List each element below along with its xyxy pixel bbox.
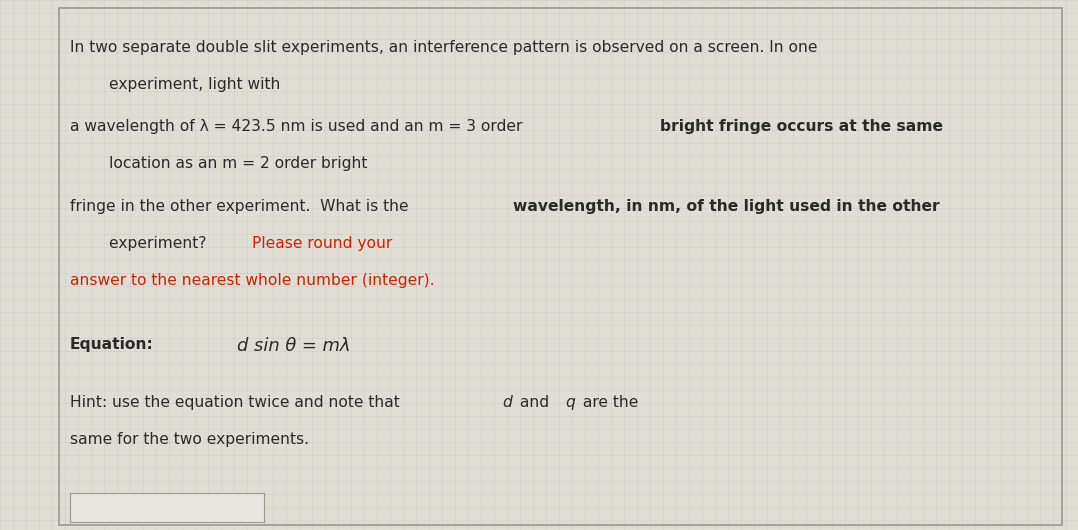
Text: experiment, light with: experiment, light with <box>70 77 280 92</box>
Text: answer to the nearest whole number (integer).: answer to the nearest whole number (inte… <box>70 273 434 288</box>
Text: wavelength, in nm, of the light used in the other: wavelength, in nm, of the light used in … <box>513 199 940 214</box>
Text: q: q <box>565 395 575 410</box>
Text: Equation:: Equation: <box>70 337 154 351</box>
Text: Hint: use the equation twice and note that: Hint: use the equation twice and note th… <box>70 395 404 410</box>
Text: fringe in the other experiment.  What is the: fringe in the other experiment. What is … <box>70 199 414 214</box>
Text: d sin θ = mλ: d sin θ = mλ <box>237 337 350 355</box>
Text: experiment?: experiment? <box>70 236 211 251</box>
Text: location as an m = 2 order bright: location as an m = 2 order bright <box>70 156 368 171</box>
Text: Please round your: Please round your <box>252 236 392 251</box>
FancyBboxPatch shape <box>70 493 264 522</box>
Text: same for the two experiments.: same for the two experiments. <box>70 432 309 447</box>
Text: are the: are the <box>578 395 638 410</box>
Text: a wavelength of λ = 423.5 nm is used and an m = 3 order: a wavelength of λ = 423.5 nm is used and… <box>70 119 527 134</box>
Text: and: and <box>514 395 554 410</box>
Text: In two separate double slit experiments, an interference pattern is observed on : In two separate double slit experiments,… <box>70 40 817 55</box>
Text: d: d <box>502 395 512 410</box>
Text: bright fringe occurs at the same: bright fringe occurs at the same <box>660 119 943 134</box>
